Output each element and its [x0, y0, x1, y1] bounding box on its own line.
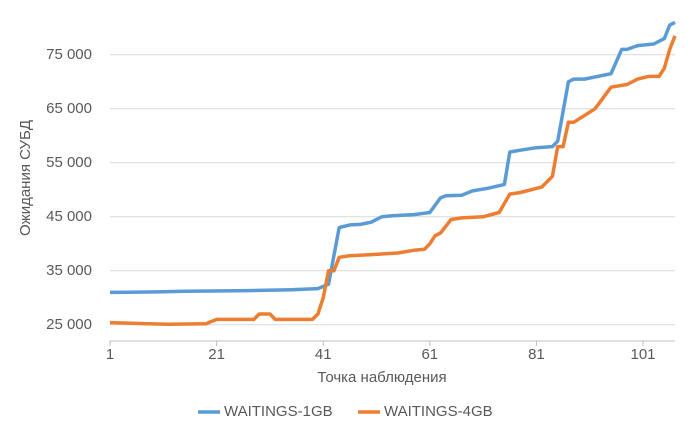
y-tick-label: 75 000: [46, 46, 92, 63]
legend-label: WAITINGS-1GB: [224, 403, 333, 420]
y-tick-label: 45 000: [46, 208, 92, 225]
x-tick-label: 41: [315, 346, 332, 363]
x-tick-label: 101: [631, 346, 656, 363]
x-axis-title: Точка наблюдения: [317, 369, 446, 386]
x-tick-label: 81: [528, 346, 545, 363]
y-axis-title: Ожидания СУБД: [17, 120, 34, 236]
y-tick-label: 35 000: [46, 262, 92, 279]
x-tick-label: 21: [208, 346, 225, 363]
legend-label: WAITINGS-4GB: [384, 403, 493, 420]
x-tick-label: 61: [421, 346, 438, 363]
y-tick-label: 55 000: [46, 154, 92, 171]
series-line: [109, 20, 676, 295]
y-tick-label: 65 000: [46, 100, 92, 117]
x-tick-label: 1: [106, 346, 114, 363]
series-line: [109, 35, 677, 327]
y-tick-label: 25 000: [46, 316, 92, 333]
